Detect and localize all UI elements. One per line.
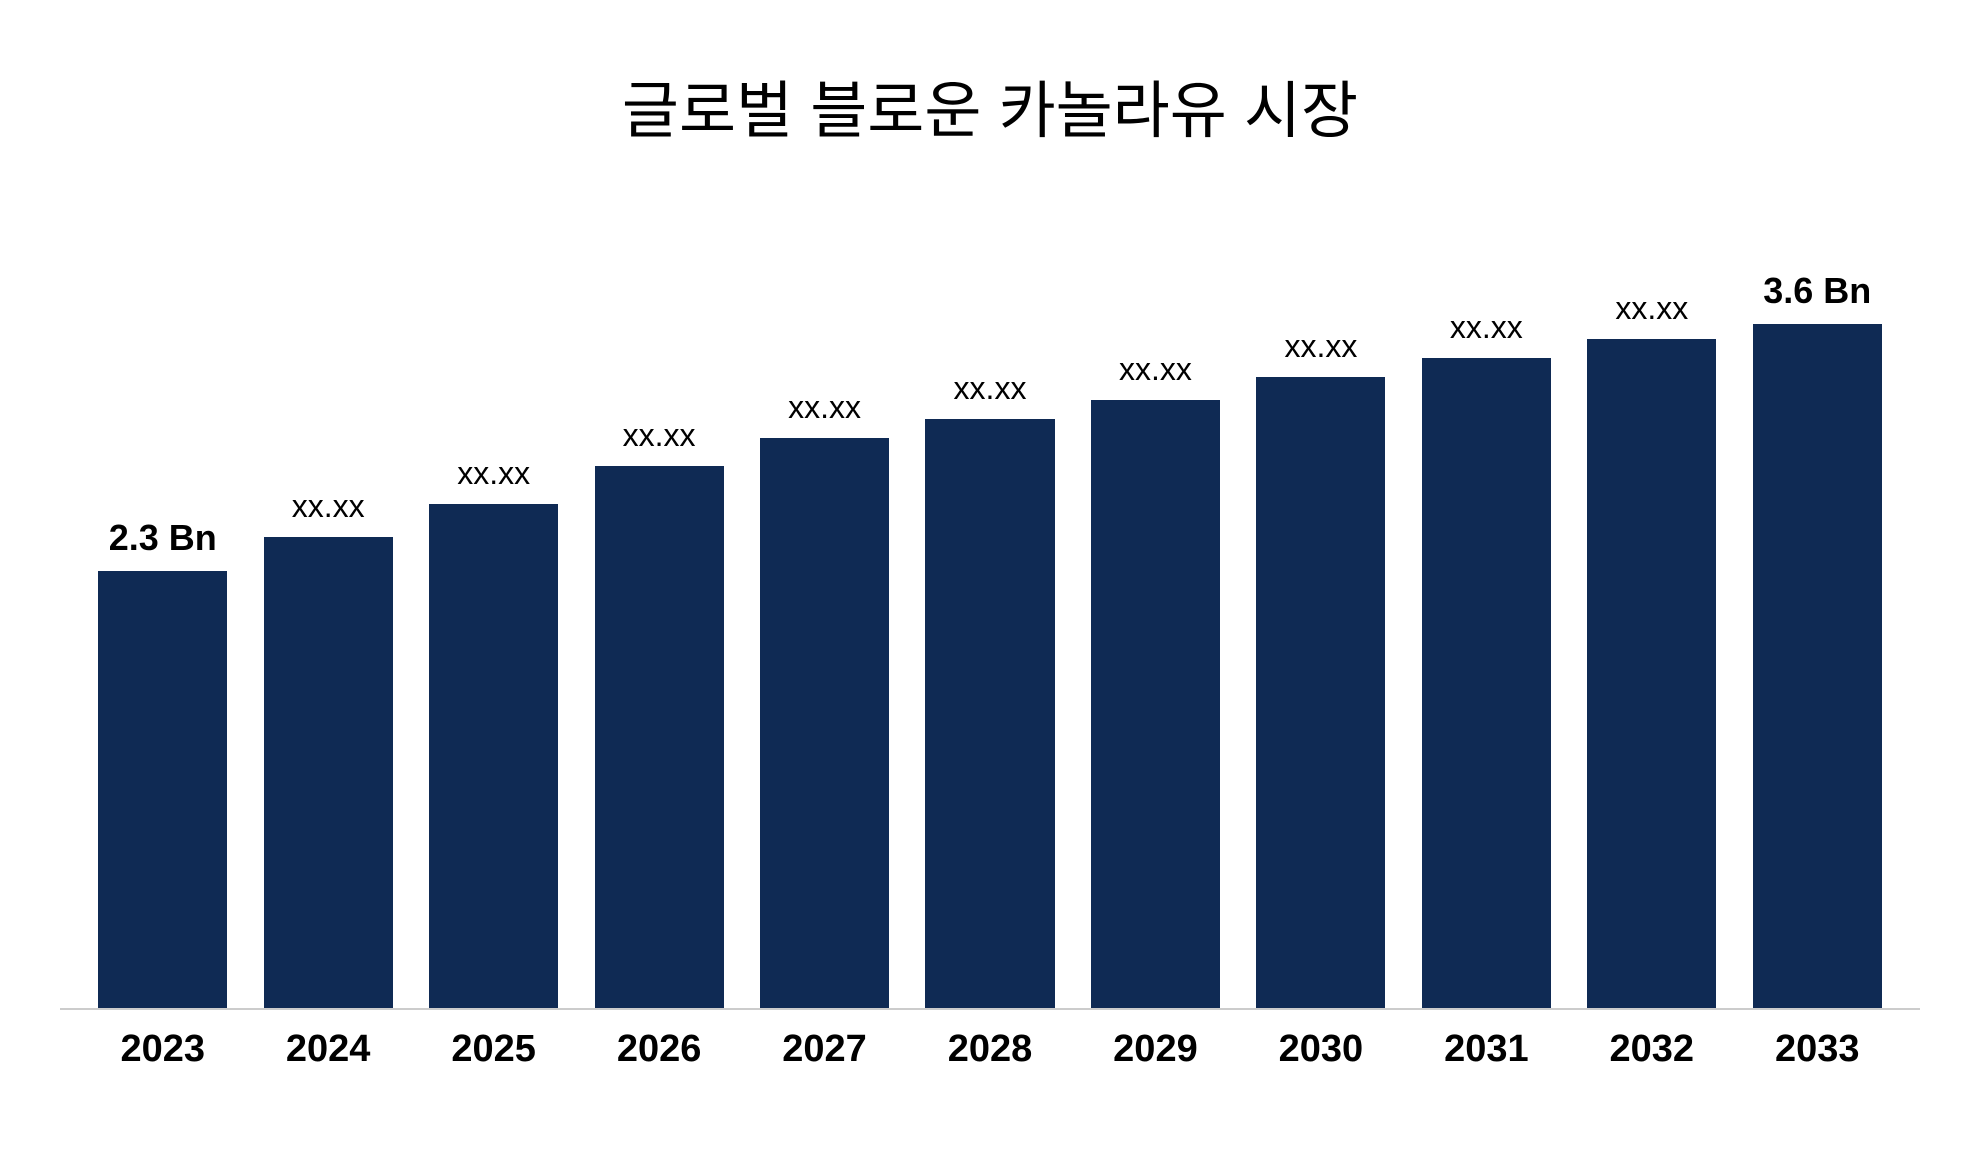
bar [925, 419, 1054, 1008]
x-tick-label: 2027 [742, 1028, 907, 1071]
bar-value-label: xx.xx [1119, 351, 1192, 388]
bar-chart: 글로벌 블로운 카놀라유 시장 2.3 Bn xx.xx xx.xx xx.xx xx.… [0, 0, 1980, 1155]
bar [1753, 324, 1882, 1008]
bar-group: xx.xx [245, 250, 410, 1008]
bar-value-label: xx.xx [1450, 309, 1523, 346]
bar-value-label: 3.6 Bn [1763, 270, 1871, 312]
chart-title: 글로벌 블로운 카놀라유 시장 [60, 60, 1920, 150]
x-tick-label: 2025 [411, 1028, 576, 1071]
bar [264, 537, 393, 1008]
bar [1422, 358, 1551, 1008]
bar-value-label: xx.xx [623, 417, 696, 454]
bar [1256, 377, 1385, 1008]
x-tick-label: 2023 [80, 1028, 245, 1071]
x-tick-label: 2028 [907, 1028, 1072, 1071]
bar-group: xx.xx [907, 250, 1072, 1008]
bar-group: xx.xx [1569, 250, 1734, 1008]
bar-value-label: xx.xx [954, 370, 1027, 407]
bar-value-label: xx.xx [1615, 290, 1688, 327]
bar-group: xx.xx [576, 250, 741, 1008]
bar [98, 571, 227, 1008]
bar-group: 3.6 Bn [1735, 250, 1900, 1008]
x-tick-label: 2030 [1238, 1028, 1403, 1071]
bar-value-label: 2.3 Bn [109, 517, 217, 559]
x-tick-label: 2024 [245, 1028, 410, 1071]
bar [760, 438, 889, 1008]
bar-value-label: xx.xx [788, 389, 861, 426]
bar-group: xx.xx [1404, 250, 1569, 1008]
bar-group: xx.xx [742, 250, 907, 1008]
bar [429, 504, 558, 1008]
bar-group: 2.3 Bn [80, 250, 245, 1008]
bar [595, 466, 724, 1008]
bar-group: xx.xx [411, 250, 576, 1008]
x-tick-label: 2026 [576, 1028, 741, 1071]
x-tick-label: 2031 [1404, 1028, 1569, 1071]
bar-group: xx.xx [1073, 250, 1238, 1008]
bar-group: xx.xx [1238, 250, 1403, 1008]
bar [1091, 400, 1220, 1008]
x-axis: 2023202420252026202720282029203020312032… [60, 1028, 1920, 1071]
bar-value-label: xx.xx [457, 455, 530, 492]
plot-area: 2.3 Bn xx.xx xx.xx xx.xx xx.xx xx.xx xx.xx xx.x… [60, 250, 1920, 1010]
x-tick-label: 2029 [1073, 1028, 1238, 1071]
x-tick-label: 2033 [1735, 1028, 1900, 1071]
bar-value-label: xx.xx [292, 488, 365, 525]
bar-value-label: xx.xx [1284, 328, 1357, 365]
x-tick-label: 2032 [1569, 1028, 1734, 1071]
bar [1587, 339, 1716, 1008]
